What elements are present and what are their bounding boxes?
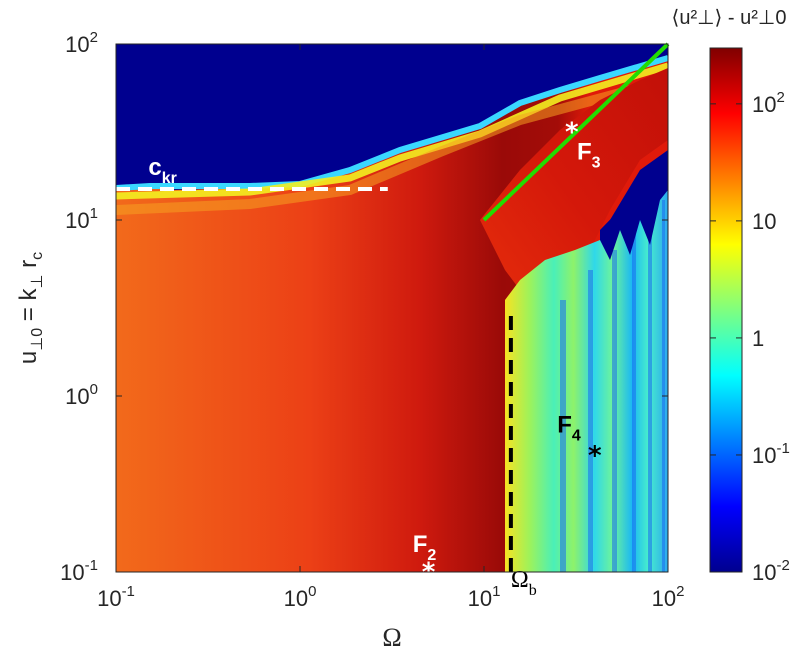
x-tick-label-2: 101	[468, 583, 501, 611]
colorbar-tick-label-4: 102	[752, 89, 785, 117]
x-tick-label-3: 102	[652, 583, 685, 611]
y-tick-label-3: 102	[65, 29, 98, 57]
annotation-f-2: F2	[413, 531, 437, 564]
colorbar-title: ⟨u²⊥⟩ - u²⊥0	[672, 7, 787, 29]
heatmap-stripe-lines	[560, 200, 665, 572]
annotation-c-kr: ckr	[148, 154, 176, 187]
colorbar-ticks: 10-2 10-1 1 10 102	[710, 89, 790, 585]
y-tick-label-0: 10-1	[60, 557, 98, 585]
markers: ***	[422, 118, 602, 588]
heatmap-stripes	[505, 170, 668, 572]
x-tick-label-0: 10-1	[97, 583, 135, 611]
annotation-f-4: F4	[557, 412, 581, 445]
annotations: ckr F3 F4 F2 Ωb	[148, 139, 600, 599]
y-axis: 10-1 100 101 102	[60, 29, 668, 585]
colorbar-tick-label-1: 10-1	[752, 440, 790, 468]
marker-F4: *	[588, 441, 602, 471]
x-axis: 10-1 100 101 102	[97, 44, 684, 611]
reference-lines	[116, 42, 670, 572]
heatmap-wedge	[480, 68, 668, 330]
colorbar-tick-label-2: 1	[752, 326, 764, 351]
x-tick-label-1: 100	[284, 583, 317, 611]
colorbar: 10-2 10-1 1 10 102 ⟨u²⊥⟩ - u²⊥0	[672, 7, 790, 585]
y-axis-label: u⊥0 = k⊥ rc	[15, 252, 46, 364]
annotation-ω-b: Ωb	[511, 567, 537, 599]
plot-frame	[115, 43, 669, 573]
x-axis-label: Ω	[382, 623, 401, 652]
colorbar-tick-label-3: 10	[752, 209, 776, 234]
colorbar-gradient	[709, 47, 743, 573]
marker-F3: *	[565, 118, 579, 148]
y-tick-label-1: 100	[65, 381, 98, 409]
annotation-f-3: F3	[577, 139, 601, 172]
colorbar-tick-label-0: 10-2	[752, 557, 790, 585]
y-tick-label-2: 101	[65, 205, 98, 233]
line-green-fit	[482, 42, 670, 222]
heatmap-rim	[116, 55, 668, 191]
